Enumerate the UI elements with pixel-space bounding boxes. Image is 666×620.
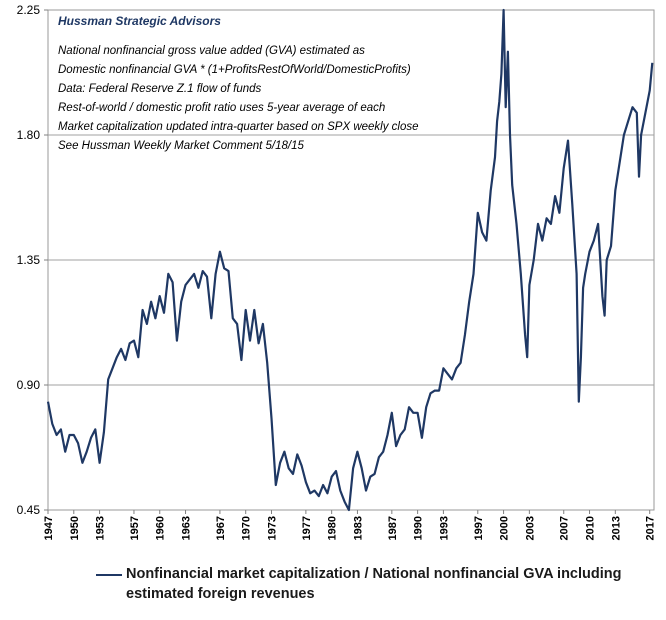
y-tick-label: 0.45: [17, 503, 41, 517]
legend: Nonfinancial market capitalization / Nat…: [96, 564, 636, 604]
y-tick-label: 2.25: [17, 3, 41, 17]
y-axis-ticks: 2.25 1.80 1.35 0.90 0.45: [17, 3, 48, 517]
y-tick-label: 0.90: [17, 378, 41, 392]
x-tick-label: 2010: [585, 516, 597, 540]
x-tick-label: 2017: [645, 516, 657, 540]
x-tick-label: 1960: [155, 516, 167, 540]
x-tick-label: 1980: [327, 516, 339, 540]
note-line-1: National nonfinancial gross value added …: [58, 45, 365, 57]
x-axis-ticks: 1947 1950 1953 1957 1960 1963 1967 1970 1973 1977…: [43, 510, 657, 540]
y-tick-label: 1.80: [17, 128, 41, 142]
note-line-3: Data: Federal Reserve Z.1 flow of funds: [58, 83, 262, 95]
legend-label: Nonfinancial market capitalization / Nat…: [126, 566, 622, 602]
note-line-6: See Hussman Weekly Market Comment 5/18/1…: [58, 140, 304, 152]
x-tick-label: 2003: [524, 516, 536, 540]
x-tick-label: 1987: [387, 516, 399, 540]
x-tick-label: 1950: [69, 516, 81, 540]
legend-swatch: [96, 574, 122, 576]
series-group: [46, 8, 654, 512]
x-tick-label: 1963: [181, 516, 193, 540]
x-tick-label: 2013: [610, 516, 622, 540]
x-tick-label: 1973: [266, 516, 278, 540]
x-tick-label: 1953: [95, 516, 107, 540]
note-line-5: Market capitalization updated intra-quar…: [58, 121, 419, 133]
x-tick-label: 1983: [352, 516, 364, 540]
gridlines: [48, 134, 654, 386]
x-tick-label: 1947: [43, 516, 55, 540]
x-tick-label: 2007: [559, 516, 571, 540]
x-tick-label: 1970: [241, 516, 253, 540]
x-tick-label: 1997: [473, 516, 485, 540]
y-tick-label: 1.35: [17, 253, 41, 267]
x-tick-label: 1977: [301, 516, 313, 540]
note-line-2: Domestic nonfinancial GVA * (1+ProfitsRe…: [58, 64, 411, 76]
x-tick-label: 2000: [499, 516, 511, 540]
x-tick-label: 1957: [129, 516, 141, 540]
brand-title: Hussman Strategic Advisors: [58, 14, 221, 28]
note-line-4: Rest-of-world / domestic profit ratio us…: [58, 102, 385, 114]
x-tick-label: 1990: [413, 516, 425, 540]
annotation-notes: National nonfinancial gross value added …: [58, 45, 419, 152]
x-tick-label: 1993: [438, 516, 450, 540]
x-tick-label: 1967: [215, 516, 227, 540]
series-line-0: [46, 8, 654, 512]
